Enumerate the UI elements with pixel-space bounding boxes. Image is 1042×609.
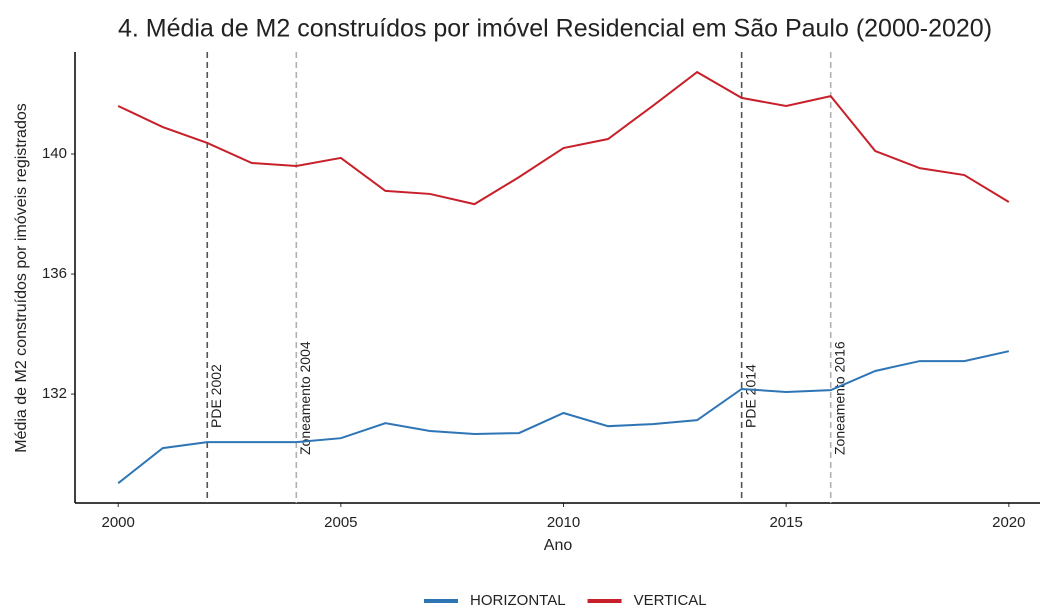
y-tick-label: 140 — [42, 145, 67, 162]
reference-label: Zoneamento 2004 — [297, 341, 313, 455]
chart-title: 4. Média de M2 construídos por imóvel Re… — [118, 15, 992, 43]
x-tick-label: 2015 — [769, 514, 802, 531]
series-line — [117, 350, 1010, 484]
reference-label: Zoneamento 2016 — [831, 341, 847, 455]
reference-label: PDE 2002 — [208, 364, 224, 428]
x-tick-label: 2020 — [992, 514, 1025, 531]
legend-label: HORIZONTAL — [470, 592, 566, 609]
reference-label: PDE 2014 — [742, 364, 758, 428]
x-tick-label: 2005 — [324, 514, 357, 531]
x-tick-label: 2010 — [547, 514, 580, 531]
y-tick-label: 132 — [42, 385, 67, 402]
legend-label: VERTICAL — [634, 592, 707, 609]
x-tick-label: 2000 — [102, 514, 135, 531]
y-tick-label: 136 — [42, 265, 67, 282]
y-axis-label: Média de M2 construídos por imóveis regi… — [13, 103, 30, 453]
series-line — [117, 70, 1010, 206]
x-axis-label: Ano — [544, 537, 573, 554]
